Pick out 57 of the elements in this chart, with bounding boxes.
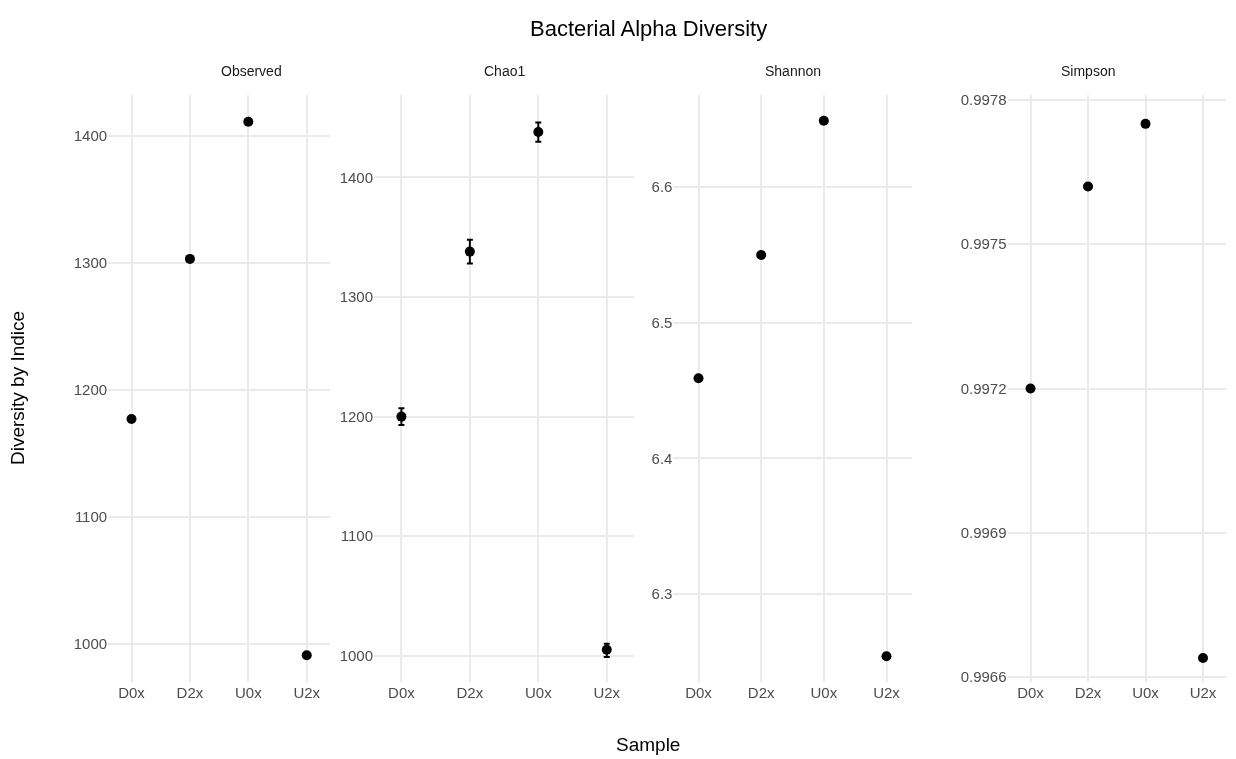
x-tick-label: U0x <box>524 684 553 701</box>
chart-title: Shannon <box>765 63 822 79</box>
y-tick-label: 1400 <box>73 126 108 144</box>
point <box>243 116 254 127</box>
point <box>693 373 704 384</box>
y-tick-label: 0.9978 <box>960 91 1007 109</box>
x-tick-label: U0x <box>1132 684 1160 701</box>
y-tick-label: 0.9972 <box>960 379 1007 397</box>
x-tick-label: U2x <box>873 684 901 701</box>
x-tick-label: D0x <box>388 684 416 701</box>
y-tick-label: 1200 <box>339 407 374 425</box>
y-tick-label: 1100 <box>340 527 374 545</box>
y-tick-label: 1200 <box>73 381 108 399</box>
y-tick-label: 6.6 <box>651 178 673 196</box>
x-tick-label: D0x <box>685 684 713 701</box>
point <box>1025 383 1036 394</box>
chart-title: Simpson <box>1061 63 1116 79</box>
point <box>396 411 407 422</box>
point <box>464 246 475 257</box>
x-tick-label: D2x <box>456 684 484 701</box>
y-tick-label: 0.9969 <box>960 524 1007 542</box>
point <box>1140 118 1151 129</box>
y-tick-label: 0.9975 <box>960 235 1007 253</box>
point <box>126 413 137 424</box>
y-tick-label: 1300 <box>73 253 108 271</box>
point <box>1198 652 1209 663</box>
y-tick-label: 0.9966 <box>960 668 1007 686</box>
y-tick-label: 6.5 <box>651 314 673 331</box>
y-tick-label: 1300 <box>339 288 374 306</box>
x-tick-label: D2x <box>176 684 204 701</box>
x-axis-title: Sample <box>616 734 681 755</box>
x-tick-label: D0x <box>1017 684 1045 701</box>
point <box>756 249 767 260</box>
point <box>818 115 829 126</box>
chart-title: Chao1 <box>484 63 526 79</box>
x-tick-label: D0x <box>118 684 146 701</box>
point <box>301 650 312 661</box>
x-tick-label: D2x <box>747 684 775 701</box>
chart-title: Observed <box>221 63 282 79</box>
x-tick-label: U0x <box>810 684 838 701</box>
x-tick-label: U0x <box>234 684 263 701</box>
point <box>533 127 544 138</box>
y-tick-label: 6.4 <box>651 449 673 467</box>
x-tick-label: U2x <box>1189 684 1217 701</box>
x-tick-label: D2x <box>1074 684 1102 701</box>
point <box>1083 181 1094 192</box>
y-tick-label: 1000 <box>73 635 108 653</box>
y-tick-label: 1000 <box>339 646 374 664</box>
point <box>184 253 195 264</box>
x-tick-label: U2x <box>593 684 621 701</box>
text: Bacterial Alpha Diversity <box>530 16 768 41</box>
point <box>881 651 892 662</box>
y-tick-label: 1100 <box>74 508 108 526</box>
y-tick-label: 1400 <box>339 168 374 186</box>
y-axis-title: Diversity by Indice <box>7 310 28 465</box>
y-tick-label: 6.3 <box>651 585 673 603</box>
x-tick-label: U2x <box>293 684 321 701</box>
